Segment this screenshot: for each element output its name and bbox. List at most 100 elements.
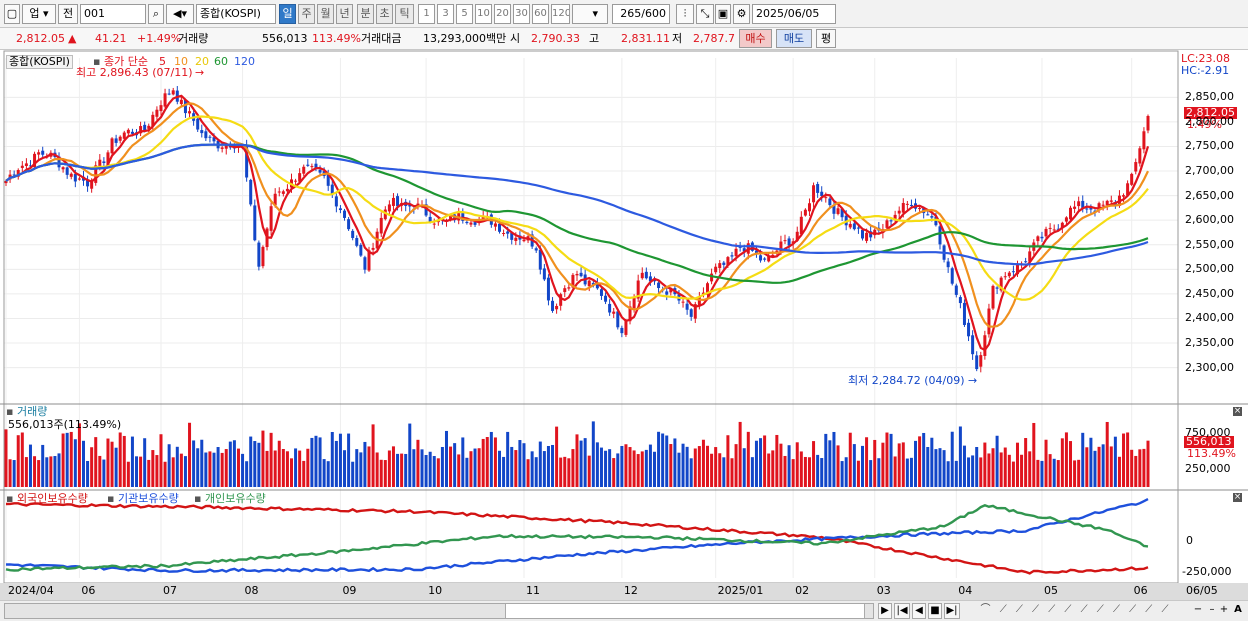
count-button-3[interactable]: 3	[437, 4, 454, 24]
candle-body	[1011, 271, 1015, 273]
window-menu-icon[interactable]: ▢	[4, 4, 20, 24]
candle-body	[971, 335, 975, 355]
gear-icon[interactable]: ⚙	[733, 4, 750, 24]
candle-body	[551, 300, 555, 311]
volume-bar	[273, 450, 277, 487]
foreign-indicator-icon: ▪	[6, 492, 14, 505]
sell-button[interactable]: 매도	[776, 29, 812, 48]
volume-bar	[551, 444, 555, 487]
x-axis-label: 2025/01	[717, 584, 764, 597]
speaker-icon[interactable]: ◀▾	[166, 4, 194, 24]
volume-bar	[294, 448, 298, 487]
candle-body	[648, 276, 652, 282]
volume-bar	[893, 456, 897, 487]
tools-icon[interactable]: ⤡	[696, 4, 714, 24]
volume-bar	[571, 449, 575, 487]
count-button-20[interactable]: 20	[494, 4, 511, 24]
volume-bar	[587, 455, 591, 487]
custom-count-select[interactable]: ▾	[572, 4, 608, 24]
inst-holdings-label[interactable]: 기관보유수량	[118, 492, 179, 505]
eval-button[interactable]: 평	[816, 29, 836, 48]
zoom-out-icon[interactable]: −	[1193, 604, 1203, 615]
first-page-button[interactable]: |◀	[894, 603, 910, 619]
save-icon[interactable]: ▣	[715, 4, 731, 24]
last-page-button[interactable]: ▶|	[944, 603, 960, 619]
period-tab-second[interactable]: 초	[376, 4, 393, 24]
search-icon[interactable]: ⌕	[148, 4, 164, 24]
volume-bar	[171, 457, 175, 487]
volume-bar	[591, 421, 595, 487]
candle-body	[281, 191, 285, 194]
investor-tick-label: -250,000	[1182, 564, 1232, 578]
period-tab-week[interactable]: 주	[298, 4, 315, 24]
volume-bar	[285, 451, 289, 487]
name-field[interactable]: 종합(KOSPI)	[196, 4, 276, 24]
foreign-holdings-label[interactable]: 외국인보유수량	[17, 492, 88, 505]
period-tab-month[interactable]: 월	[317, 4, 334, 24]
candle-body	[1040, 236, 1044, 239]
volume-bar	[351, 461, 355, 487]
code-input[interactable]: 001	[80, 4, 146, 24]
volume-bar	[1130, 449, 1134, 487]
chart-type-icon[interactable]: ⫶	[676, 4, 694, 24]
horizontal-scrollbar[interactable]	[4, 603, 874, 619]
volume-bar	[16, 435, 20, 487]
amount-value: 13,293,000백만	[423, 32, 507, 45]
volume-bar	[81, 440, 85, 487]
candle-body	[20, 165, 24, 168]
max-price-label: 최고 2,896.43 (07/11)	[76, 66, 193, 79]
candle-body	[118, 136, 122, 141]
volume-bar	[326, 461, 330, 487]
market-select[interactable]: 업 ▾	[22, 4, 56, 24]
prev-button[interactable]: 전	[58, 4, 78, 24]
ma-period-60: 60	[214, 55, 228, 68]
candle-body	[856, 227, 860, 229]
zoom-in-icon[interactable]: +	[1219, 604, 1229, 615]
investor-close-icon[interactable]: ×	[1233, 492, 1242, 502]
font-size-icon[interactable]: A	[1234, 604, 1242, 615]
zoom-line-icon[interactable]: –	[1209, 604, 1215, 615]
volume-bar	[41, 444, 45, 487]
stop-button[interactable]: ■	[928, 603, 942, 619]
count-button-60[interactable]: 60	[532, 4, 549, 24]
view-count-field[interactable]: 265/600	[612, 4, 670, 24]
volume-bar	[746, 431, 750, 487]
drawing-tools-strip[interactable]: ⌒ ⟋ ⟋ ⟋ ⟋ ⟋ ⟋ ⟋ ⟋ ⟋ ⟋ ⟋	[964, 603, 1188, 619]
candle-body	[616, 311, 620, 328]
ma-label[interactable]: 종가 단순	[104, 55, 148, 68]
period-tab-minute[interactable]: 분	[357, 4, 374, 24]
chart-area[interactable]: 종합(KOSPI) ▪ 종가 단순 5 10 20 60 120 최고 2,89…	[0, 50, 1248, 600]
volume-bar	[538, 441, 542, 487]
volume-bar	[763, 435, 767, 487]
count-button-1[interactable]: 1	[418, 4, 435, 24]
investor-line-0	[5, 502, 1149, 575]
period-tab-tick[interactable]: 틱	[395, 4, 414, 24]
chart-canvas[interactable]	[0, 50, 1248, 600]
volume-close-icon[interactable]: ×	[1233, 406, 1242, 416]
volume-bar	[1122, 433, 1126, 487]
scrollbar-thumb[interactable]	[505, 604, 865, 618]
period-tab-year[interactable]: 년	[336, 4, 353, 24]
count-button-10[interactable]: 10	[475, 4, 492, 24]
volume-bar	[306, 448, 310, 487]
play-back-button[interactable]: ◀	[912, 603, 926, 619]
volume-bar	[575, 434, 579, 487]
volume-bar	[885, 432, 889, 487]
candle-body	[995, 287, 999, 289]
count-button-5[interactable]: 5	[456, 4, 473, 24]
volume-bar	[750, 457, 754, 487]
retail-holdings-label[interactable]: 개인보유수량	[205, 492, 266, 505]
volume-panel-title[interactable]: 거래량	[17, 405, 48, 418]
instrument-label[interactable]: 종합(KOSPI)	[6, 55, 73, 69]
volume-bar	[1077, 459, 1081, 487]
count-button-30[interactable]: 30	[513, 4, 530, 24]
candle-body	[1122, 195, 1126, 197]
period-tab-day[interactable]: 일	[279, 4, 296, 24]
buy-button[interactable]: 매수	[739, 29, 772, 48]
price-tick-label: 2,800,00	[1185, 114, 1234, 128]
date-field[interactable]: 2025/06/05	[752, 4, 836, 24]
volume-bar	[98, 455, 102, 487]
count-button-120[interactable]: 120	[551, 4, 570, 24]
volume-bar	[469, 451, 473, 487]
scroll-right-button[interactable]: ▶	[878, 603, 892, 619]
